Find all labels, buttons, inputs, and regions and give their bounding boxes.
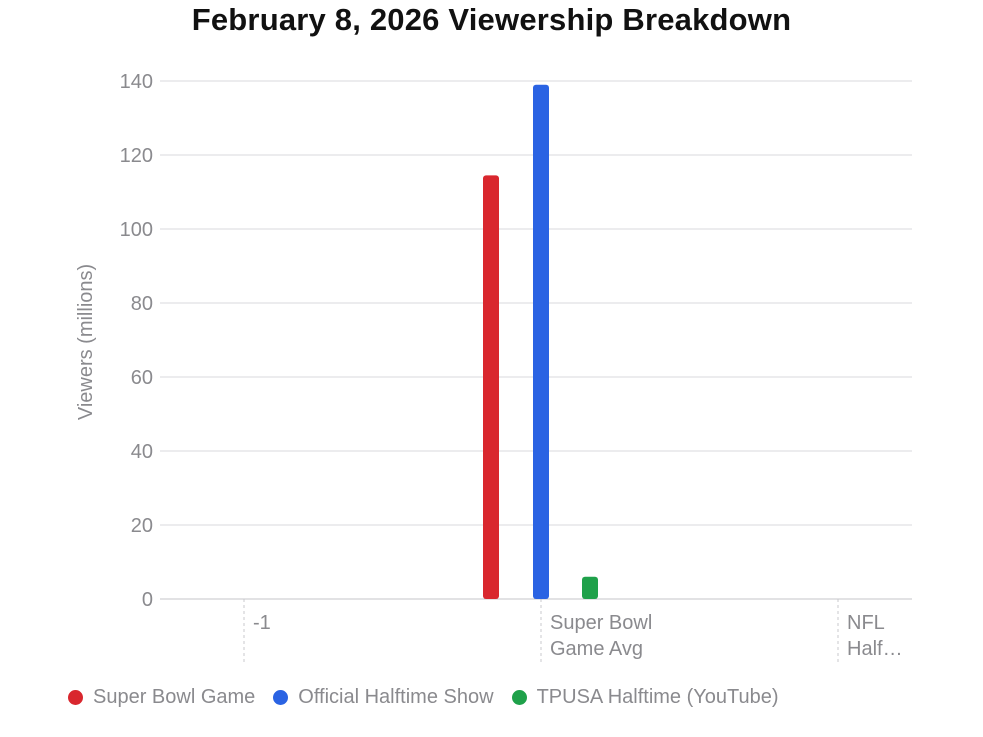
x-axis-ticks: -1 Super Bowl Game Avg NFL Half… [243, 599, 903, 662]
y-tick-label: 100 [120, 219, 153, 241]
y-tick-label: 60 [131, 367, 153, 389]
x-tick-label: -1 [253, 612, 271, 634]
y-tick-label: 140 [120, 71, 153, 93]
legend-label: Official Halftime Show [298, 686, 494, 708]
legend-item: TPUSA Halftime (YouTube) [511, 686, 779, 709]
legend-swatch [273, 690, 289, 705]
y-axis-ticks: 0 20 40 60 80 100 120 140 [120, 71, 153, 611]
bar-super-bowl-game [483, 175, 499, 599]
legend: Super Bowl Game Official Halftime Show TPU… [68, 686, 797, 709]
x-tick-label: Super Bowl Game Avg [550, 612, 652, 660]
legend-swatch [68, 690, 83, 705]
bar-official-halftime-show [533, 84, 549, 599]
legend-item: Super Bowl Game [68, 686, 255, 709]
legend-label: TPUSA Halftime (YouTube) [536, 686, 779, 708]
y-axis-title: Viewers (millions) [75, 264, 97, 420]
y-tick-label: 20 [131, 515, 153, 537]
bar-tpusa-halftime-youtube [582, 576, 598, 599]
x-tick-label: NFL Half… [847, 612, 903, 660]
legend-label: Super Bowl Game [93, 686, 256, 708]
y-tick-label: 40 [131, 441, 153, 463]
chart-title: February 8, 2026 Viewership Breakdown [191, 2, 792, 37]
chart-plot: -1 Super Bowl Game Avg NFL Half… 0 20 40 60 80 10… [75, 71, 912, 662]
legend-item: Official Halftime Show [273, 686, 494, 709]
y-tick-label: 0 [142, 589, 153, 611]
legend-swatch [511, 690, 527, 705]
y-tick-label: 120 [120, 145, 153, 167]
bars [483, 84, 598, 599]
y-tick-label: 80 [131, 293, 153, 315]
